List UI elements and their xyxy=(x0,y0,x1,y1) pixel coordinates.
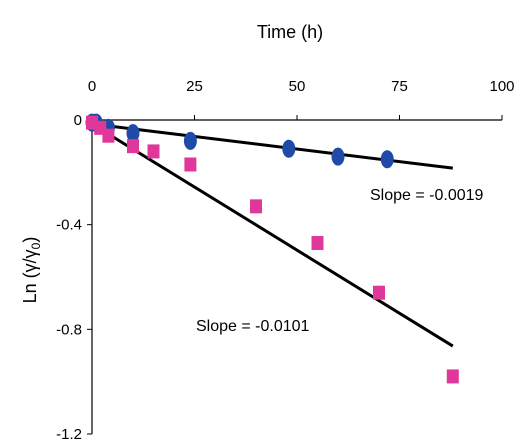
series-layer xyxy=(85,113,459,384)
y-axis-title-main: Ln (γ/γ xyxy=(20,249,40,303)
trendline xyxy=(91,122,454,348)
x-tick-label: 0 xyxy=(88,78,96,95)
y-tick-label: 0 xyxy=(74,112,82,129)
x-tick-label: 25 xyxy=(186,78,203,95)
data-point-circle xyxy=(380,150,394,169)
y-ticks: 0 -0.4 -0.8 -1.2 xyxy=(56,112,92,443)
data-point-square xyxy=(102,128,115,143)
annotation-slope-blue: Slope = -0.0019 xyxy=(370,187,484,204)
y-axis-title: Ln (γ/γ0) xyxy=(20,237,43,304)
data-point-square xyxy=(373,285,385,300)
x-tick-label: 50 xyxy=(289,78,306,95)
y-tick-label: -0.4 xyxy=(56,217,82,234)
x-ticks: 0 25 50 75 100 xyxy=(88,78,515,120)
data-point-circle xyxy=(282,139,296,158)
data-point-circle xyxy=(183,131,197,150)
trendline xyxy=(91,122,453,170)
trendlines xyxy=(91,122,454,348)
data-point-circle xyxy=(331,147,345,166)
y-tick-label: -0.8 xyxy=(56,321,82,338)
y-axis-title-subscript: 0 xyxy=(29,242,43,249)
x-tick-label: 75 xyxy=(391,78,408,95)
x-axis-title: Time (h) xyxy=(257,22,323,42)
data-point-square xyxy=(147,144,160,159)
x-tick-label: 100 xyxy=(489,78,514,95)
data-point-square xyxy=(250,199,262,214)
data-point-square xyxy=(127,139,139,154)
data-point-square xyxy=(446,369,459,384)
plot-area: 0 25 50 75 100 0 -0.4 -0.8 -1.2 xyxy=(56,78,514,443)
data-point-square xyxy=(184,157,197,172)
y-tick-label: -1.2 xyxy=(56,426,82,443)
y-axis-title-close: ) xyxy=(20,237,40,243)
data-point-circle xyxy=(126,124,140,143)
annotation-slope-pink: Slope = -0.0101 xyxy=(196,318,310,335)
data-point-square xyxy=(311,235,324,250)
